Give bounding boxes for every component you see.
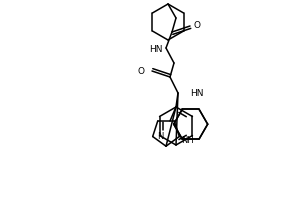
Text: HN: HN bbox=[190, 88, 203, 98]
Text: N: N bbox=[157, 132, 163, 141]
Text: HN: HN bbox=[149, 46, 163, 54]
Text: O: O bbox=[194, 21, 200, 30]
Text: NH: NH bbox=[181, 136, 194, 145]
Text: O: O bbox=[138, 66, 145, 75]
